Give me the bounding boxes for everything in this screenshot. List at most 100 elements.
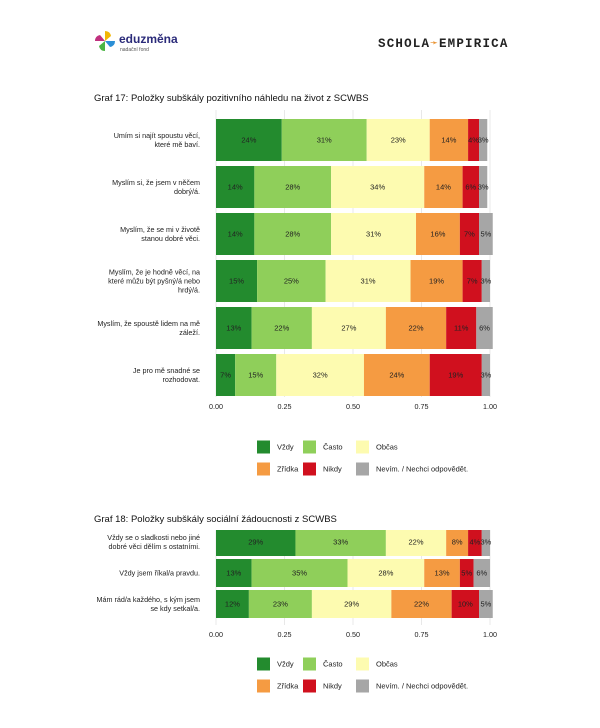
- data-label: 13%: [226, 569, 241, 578]
- legend-label: Zřídka: [277, 682, 299, 691]
- data-label: 14%: [436, 183, 451, 192]
- bar-segment: [216, 590, 249, 618]
- bar-segment: [481, 354, 490, 396]
- legend-label: Nikdy: [323, 465, 342, 474]
- legend-label: Zřídka: [277, 465, 299, 474]
- legend-swatch: [303, 679, 316, 693]
- category-label: Umím si najít spoustu věcí,: [114, 131, 200, 140]
- data-label: 31%: [366, 230, 381, 239]
- legend-label: Vždy: [277, 443, 294, 452]
- bar-segment: [468, 119, 480, 161]
- data-label: 22%: [274, 324, 289, 333]
- bar-segment: [446, 307, 477, 349]
- x-tick-label: 1.00: [483, 630, 497, 639]
- pinwheel-icon: [95, 31, 115, 51]
- data-label: 11%: [454, 324, 469, 333]
- data-label: 15%: [229, 277, 244, 286]
- category-label: které můžu být pyšný/á nebo: [108, 277, 200, 286]
- bar-segment: [257, 260, 326, 302]
- data-label: 3%: [480, 277, 491, 286]
- legend-label: Nikdy: [323, 682, 342, 691]
- data-label: 22%: [409, 324, 424, 333]
- legend-swatch: [356, 440, 369, 454]
- bar-segment: [479, 590, 493, 618]
- data-label: 19%: [429, 277, 444, 286]
- legend-label: Nevím. / Nechci odpovědět.: [376, 682, 468, 691]
- data-label: 3%: [478, 183, 489, 192]
- data-label: 7%: [220, 371, 231, 380]
- data-label: 3%: [480, 371, 491, 380]
- legend-swatch: [356, 462, 369, 476]
- bar-segment: [481, 260, 490, 302]
- data-label: 6%: [479, 324, 490, 333]
- bar-segment: [391, 590, 452, 618]
- data-label: 4%: [470, 538, 481, 547]
- legend-label: Vždy: [277, 660, 294, 669]
- bar-segment: [446, 530, 469, 556]
- bar-segment: [251, 307, 312, 349]
- bar-segment: [479, 166, 488, 208]
- bar-segment: [281, 119, 367, 161]
- bar-segment: [331, 213, 417, 255]
- bar-segment: [216, 166, 255, 208]
- category-label: které mě baví.: [154, 140, 200, 149]
- category-label: Vždy jsem říkal/a pravdu.: [119, 569, 200, 578]
- bar-segment: [476, 307, 493, 349]
- data-label: 24%: [389, 371, 404, 380]
- bar-segment: [276, 354, 364, 396]
- data-label: 22%: [409, 538, 424, 547]
- legend-swatch: [303, 462, 316, 476]
- legend-swatch: [303, 440, 316, 454]
- legend-label: Často: [323, 443, 343, 452]
- eduzmena-name: eduzměna: [119, 32, 178, 46]
- bar-segment: [479, 213, 493, 255]
- x-tick-label: 0.50: [346, 402, 360, 411]
- bar-segment: [473, 559, 490, 587]
- category-label: hrdý/á.: [178, 285, 200, 294]
- legend-swatch: [257, 679, 270, 693]
- category-label: Myslím, že se mi v životě: [120, 225, 200, 234]
- legend-swatch: [356, 679, 369, 693]
- data-label: 14%: [441, 136, 456, 145]
- legend-swatch: [257, 440, 270, 454]
- data-label: 28%: [378, 569, 393, 578]
- bar-segment: [479, 119, 488, 161]
- bar-segment: [254, 166, 332, 208]
- data-label: 22%: [414, 600, 429, 609]
- chart-17-title: Graf 17: Položky subškály pozitivního ná…: [94, 93, 369, 104]
- data-label: 6%: [476, 569, 487, 578]
- data-label: 14%: [228, 183, 243, 192]
- data-label: 3%: [480, 538, 491, 547]
- category-label: Myslím, že spoustě lidem na mě: [97, 319, 200, 328]
- bar-segment: [424, 166, 463, 208]
- schola-text: SCHOLA: [378, 37, 431, 51]
- legend-label: Občas: [376, 660, 398, 669]
- category-label: Mám rád/a každého, s kým jsem: [97, 595, 200, 604]
- data-label: 4%: [468, 136, 479, 145]
- category-label: se kdy setkal/a.: [150, 604, 200, 613]
- bar-segment: [216, 559, 252, 587]
- data-label: 8%: [452, 538, 463, 547]
- arrow-icon: ➛: [430, 37, 439, 51]
- data-label: 16%: [430, 230, 445, 239]
- bar-segment: [331, 166, 425, 208]
- bar-segment: [363, 354, 430, 396]
- x-tick-label: 0.50: [346, 630, 360, 639]
- bar-segment: [462, 166, 480, 208]
- data-label: 28%: [285, 183, 300, 192]
- bar-segment: [311, 307, 386, 349]
- x-tick-label: 1.00: [483, 402, 497, 411]
- legend-label: Občas: [376, 443, 398, 452]
- x-tick-label: 0.00: [209, 402, 223, 411]
- data-label: 23%: [273, 600, 288, 609]
- bar-segment: [216, 213, 255, 255]
- legend-swatch: [356, 657, 369, 671]
- data-label: 6%: [465, 183, 476, 192]
- bar-segment: [366, 119, 430, 161]
- data-label: 31%: [361, 277, 376, 286]
- legend-label: Nevím. / Nechci odpovědět.: [376, 465, 468, 474]
- bar-segment: [235, 354, 277, 396]
- category-label: dobrý/á.: [174, 187, 200, 196]
- bar-segment: [459, 213, 480, 255]
